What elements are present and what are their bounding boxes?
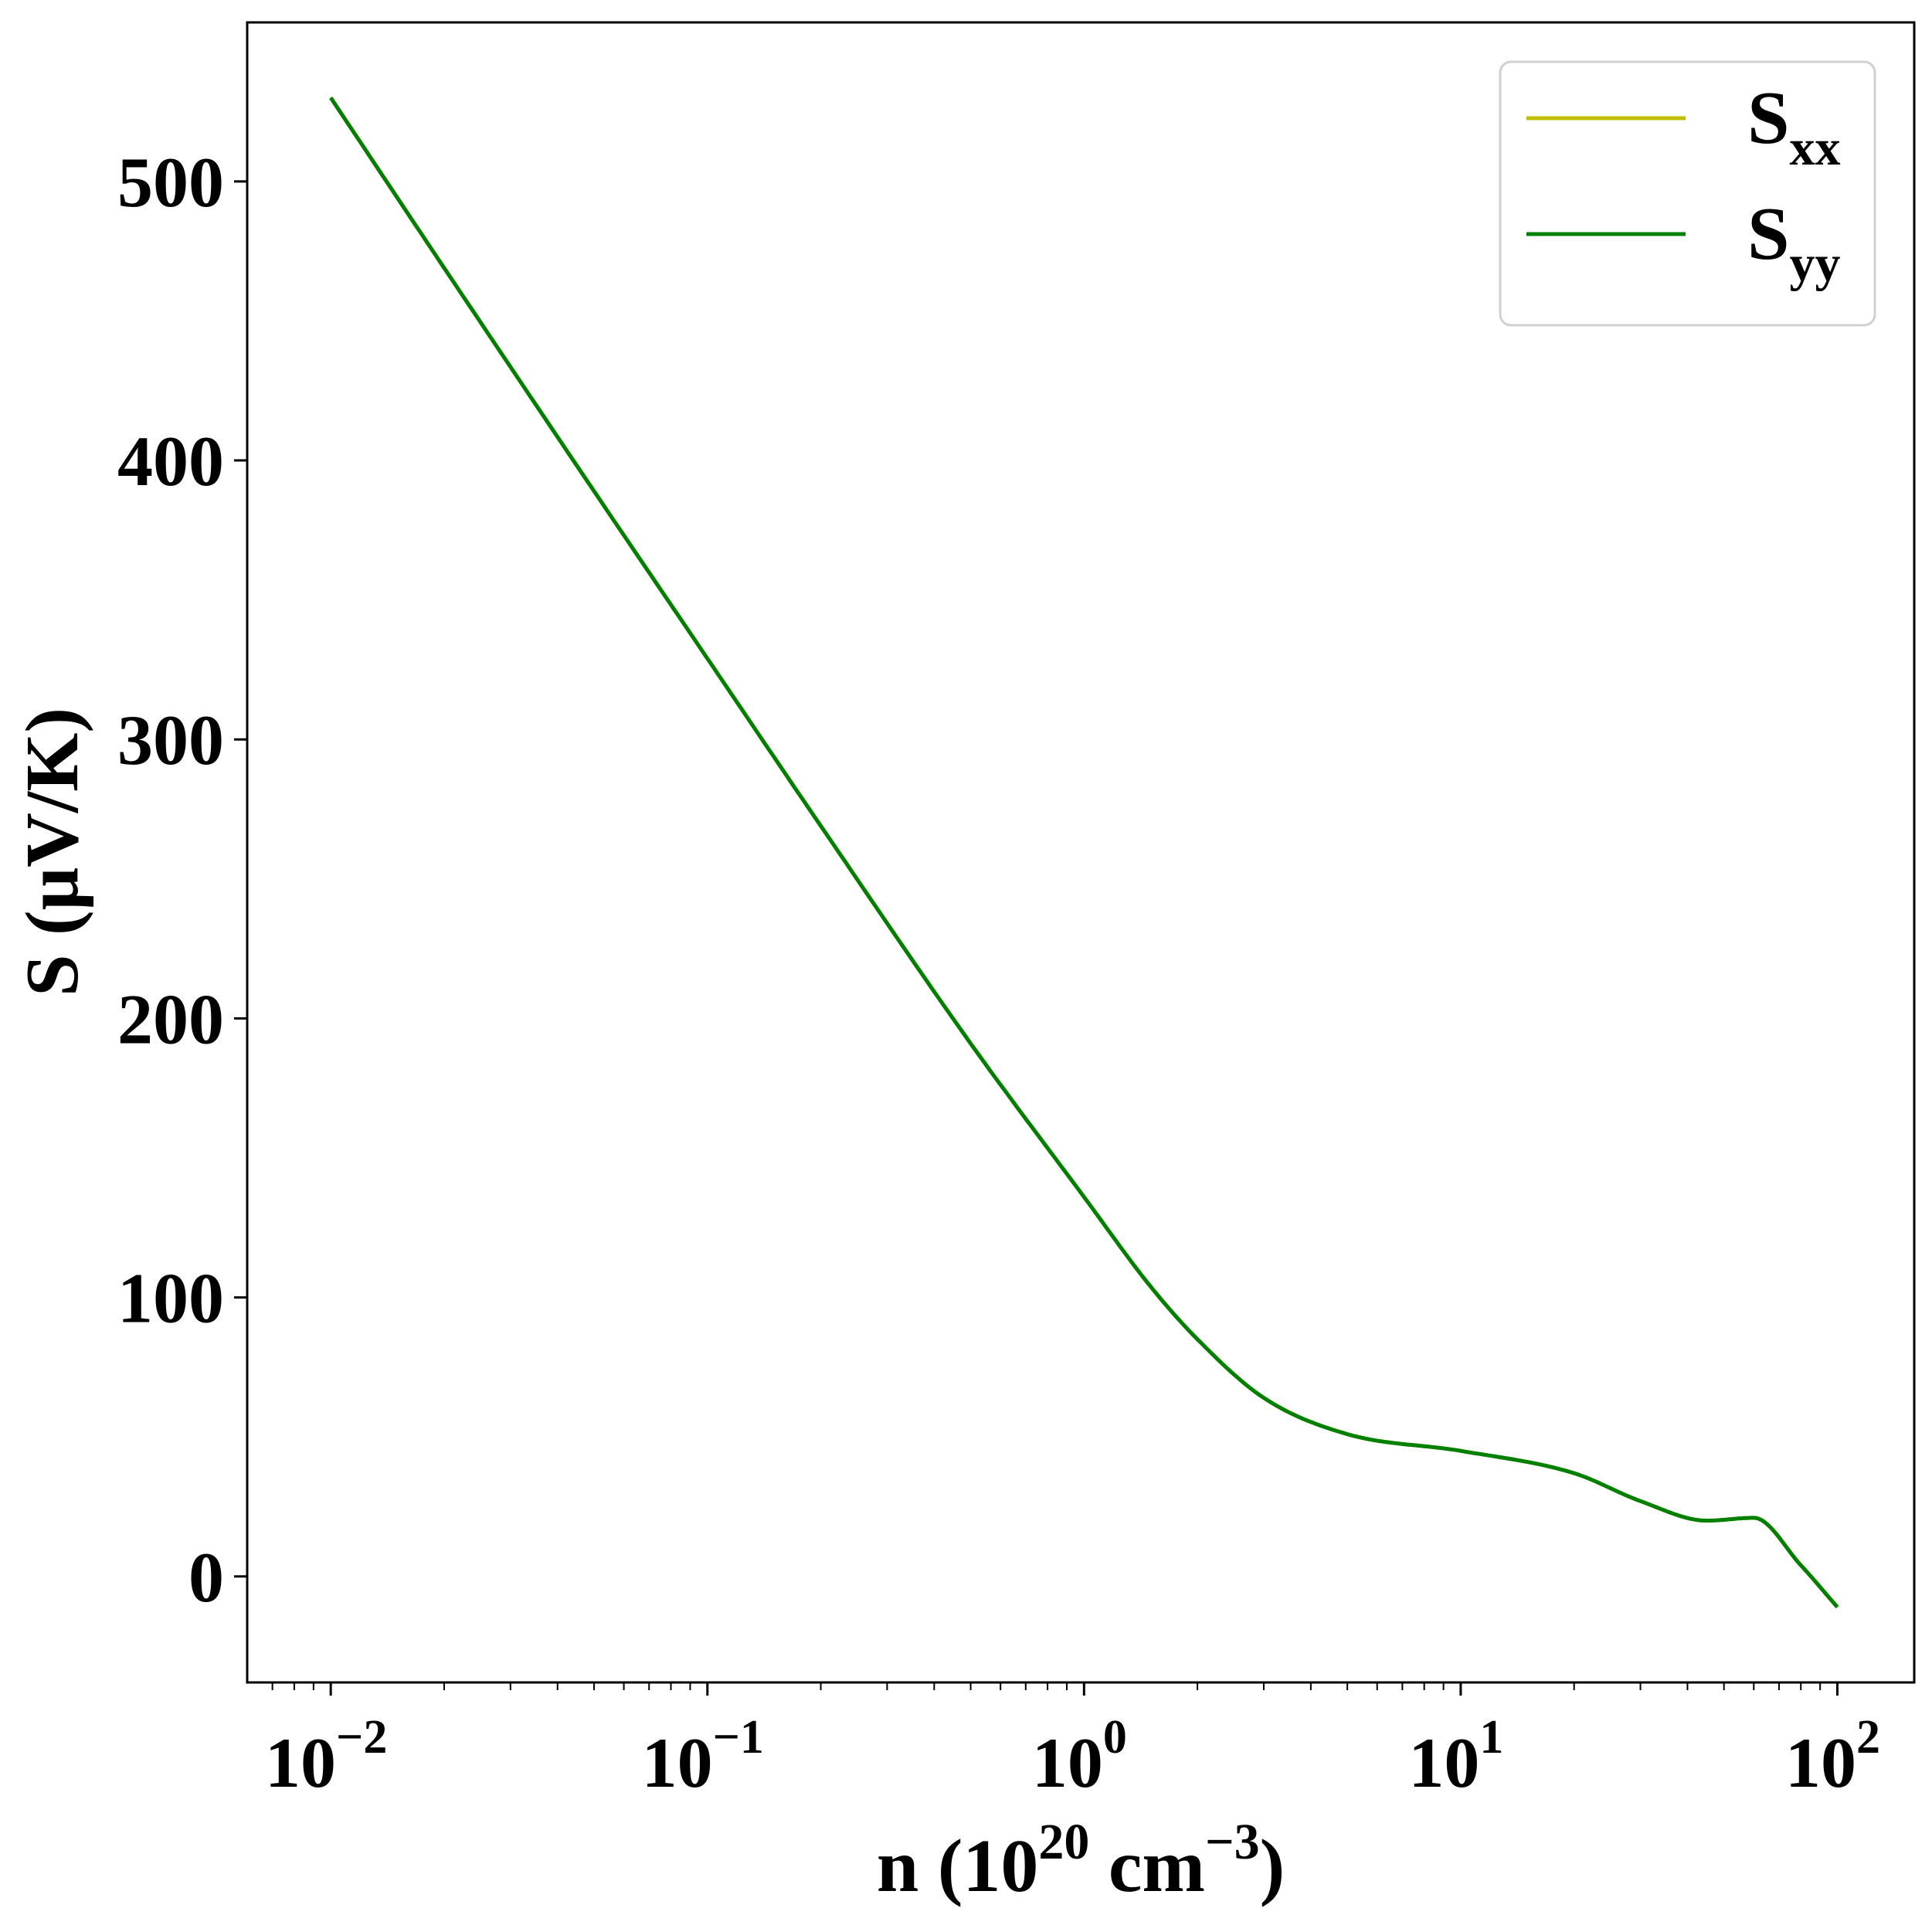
- series-lines: [329, 97, 1839, 1609]
- x-tick-label: 100: [1032, 1711, 1127, 1802]
- legend: Sxx Syy: [1499, 60, 1876, 327]
- y-tick-label: 200: [117, 979, 224, 1058]
- x-tick-label: 102: [1785, 1711, 1880, 1802]
- y-tick-label: 300: [117, 701, 224, 779]
- legend-box: [1499, 60, 1876, 327]
- x-axis-label: n (1020 cm−3): [877, 1814, 1285, 1908]
- y-tick-label: 100: [117, 1259, 224, 1338]
- y-axis-label: S (μV/K): [11, 708, 94, 996]
- series-line-syy: [329, 97, 1839, 1609]
- x-tick-label: 10−1: [642, 1711, 764, 1802]
- legend-label-sxx: Sxx: [1747, 76, 1841, 176]
- y-tick-label: 0: [188, 1538, 224, 1617]
- legend-label-syy: Syy: [1747, 192, 1841, 292]
- axis-ticks: 10−2 10−1 100 101 102 0 100 200 300 400 500: [117, 143, 1880, 1802]
- x-tick-label: 101: [1408, 1711, 1503, 1802]
- x-tick-label: 10−2: [265, 1711, 387, 1802]
- y-tick-label: 500: [117, 143, 224, 222]
- y-tick-label: 400: [117, 422, 224, 501]
